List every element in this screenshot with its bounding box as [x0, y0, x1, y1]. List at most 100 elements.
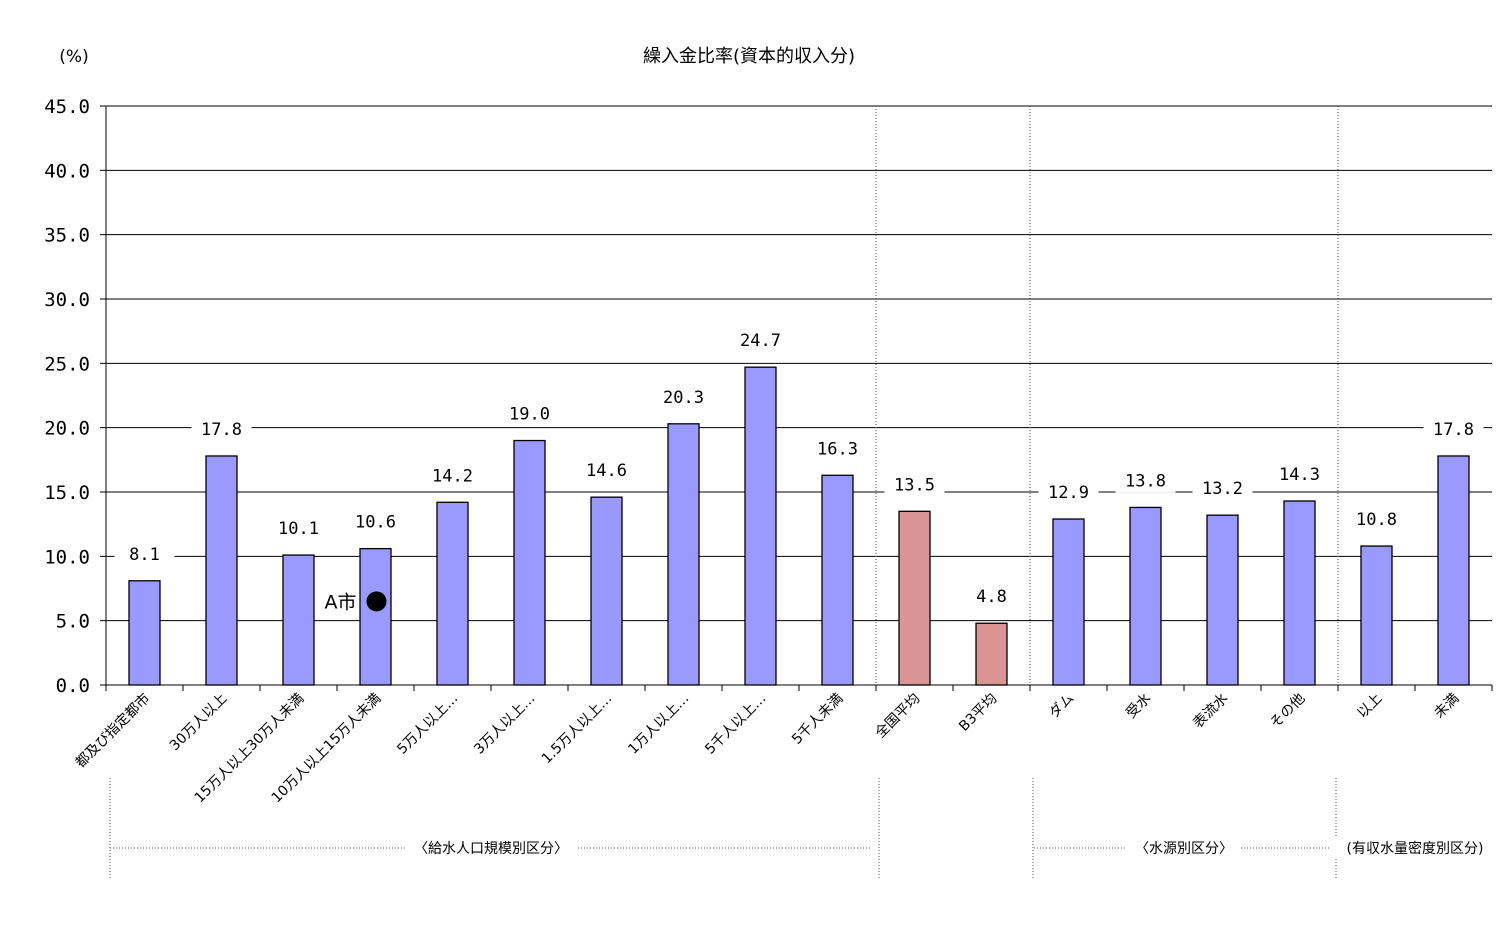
x-tick-label: 表流水 [1190, 691, 1231, 732]
y-tick-labels: 0.0 5.0 10.0 15.0 20.0 25.0 30.0 35.0 40.0 45.0 [44, 96, 90, 697]
y-tick-label: 20.0 [44, 418, 90, 440]
data-label: 14.6 [586, 461, 627, 481]
x-tick-label: その他 [1267, 691, 1308, 732]
data-label-background [1115, 469, 1176, 493]
x-tick-label: 5万人以上… [394, 691, 461, 758]
x-tick-label: 5千人未満 [789, 691, 846, 748]
data-label-background [268, 517, 329, 541]
y-tick-label: 40.0 [44, 160, 90, 182]
data-label: 8.1 [129, 545, 160, 565]
y-tick-label: 10.0 [44, 546, 90, 568]
data-label: 20.3 [663, 388, 704, 408]
data-label-background [576, 459, 637, 483]
data-labels: 8.1 17.8 10.1 10.6 14.2 19.0 14.6 20.3 24.7 16.3 1… [114, 329, 1484, 609]
bar [128, 580, 161, 686]
data-label: 13.2 [1202, 479, 1243, 499]
y-tick-label: 25.0 [44, 353, 90, 375]
data-label: 14.3 [1279, 465, 1320, 485]
data-label-background [1346, 508, 1407, 532]
data-label: 17.8 [201, 420, 242, 440]
x-tick-label: 3万人以上… [471, 691, 538, 758]
bar [1206, 514, 1239, 686]
data-label-background [730, 329, 791, 353]
y-tick-label: 5.0 [56, 611, 90, 633]
bar [821, 474, 854, 686]
data-label-background [422, 464, 483, 488]
data-label: 12.9 [1048, 483, 1089, 503]
x-tick-label: 未満 [1431, 691, 1462, 722]
x-tick-label: 全国平均 [872, 690, 924, 742]
data-label-background [1423, 417, 1484, 441]
data-label-background [807, 437, 868, 461]
x-tick-label: 1.5万人以上… [539, 691, 616, 768]
bar [1360, 545, 1393, 686]
section-separators [875, 106, 1339, 685]
y-tick-label: 35.0 [44, 225, 90, 247]
bar [205, 455, 238, 686]
x-tick-label: ダム [1046, 691, 1077, 722]
x-tick-label: 受水 [1123, 691, 1154, 722]
data-label: 4.8 [976, 587, 1007, 607]
data-label: 13.5 [894, 475, 935, 495]
data-label-background [961, 585, 1022, 609]
data-label-background [1038, 481, 1099, 505]
data-label-background [1269, 463, 1330, 487]
data-label: 10.6 [355, 513, 396, 533]
marker-label: A市 [325, 591, 357, 613]
y-tick-label: 30.0 [44, 289, 90, 311]
gridlines [106, 105, 1492, 622]
bar [1052, 518, 1085, 686]
bar [590, 496, 623, 686]
bar [667, 423, 700, 686]
y-axis-unit: (%) [59, 47, 88, 67]
data-label-background [1192, 477, 1253, 501]
data-label-background [884, 473, 945, 497]
data-label: 14.2 [432, 466, 473, 486]
y-tick-label: 15.0 [44, 482, 90, 504]
y-tick-label: 45.0 [44, 96, 90, 118]
y-tick-label: 0.0 [56, 675, 90, 697]
bar [1283, 500, 1316, 686]
axes [100, 105, 1493, 691]
group-label: (有収水量密度別区分) [1347, 840, 1484, 857]
bar [1129, 506, 1162, 686]
data-label: 16.3 [817, 439, 858, 459]
data-label: 10.8 [1356, 510, 1397, 530]
bar [898, 510, 931, 686]
data-label: 24.7 [740, 331, 781, 351]
data-label: 13.8 [1125, 471, 1166, 491]
group-label-background [1127, 836, 1241, 858]
x-tick-label: 以上 [1354, 691, 1385, 722]
data-label-background [499, 402, 560, 426]
bar [975, 622, 1008, 686]
bars [128, 366, 1470, 686]
group-label-background [406, 836, 576, 858]
chart-title: 繰入金比率(資本的収入分) [643, 46, 855, 67]
data-label-background [114, 542, 175, 566]
x-tick-label: 都及び指定都市 [72, 690, 153, 771]
bar [744, 366, 777, 686]
group-label-background [1330, 836, 1499, 858]
bar [1437, 455, 1470, 686]
x-tick-label: 30万人以上 [167, 691, 231, 755]
x-tick-label: 1万人以上… [625, 691, 692, 758]
group-label: 〈水源別区分〉 [1135, 841, 1233, 857]
data-label: 17.8 [1433, 420, 1474, 440]
data-label-background [191, 417, 252, 441]
x-tick-label: 5千人以上… [702, 691, 769, 758]
bar [359, 547, 392, 686]
filled-circle-icon [366, 591, 387, 612]
data-label: 10.1 [278, 519, 319, 539]
data-label-background [345, 510, 406, 534]
x-tick-label: B3平均 [956, 691, 1000, 735]
bar [282, 554, 315, 686]
group-label: 〈給水人口規模別区分〉 [414, 841, 568, 857]
marker: A市 [325, 591, 387, 613]
group-labels: 〈給水人口規模別区分〉 〈水源別区分〉 (有収水量密度別区分) [109, 778, 1499, 878]
bar [436, 501, 469, 686]
data-label: 19.0 [509, 405, 550, 425]
data-label-background [653, 385, 714, 409]
bar [513, 439, 546, 686]
